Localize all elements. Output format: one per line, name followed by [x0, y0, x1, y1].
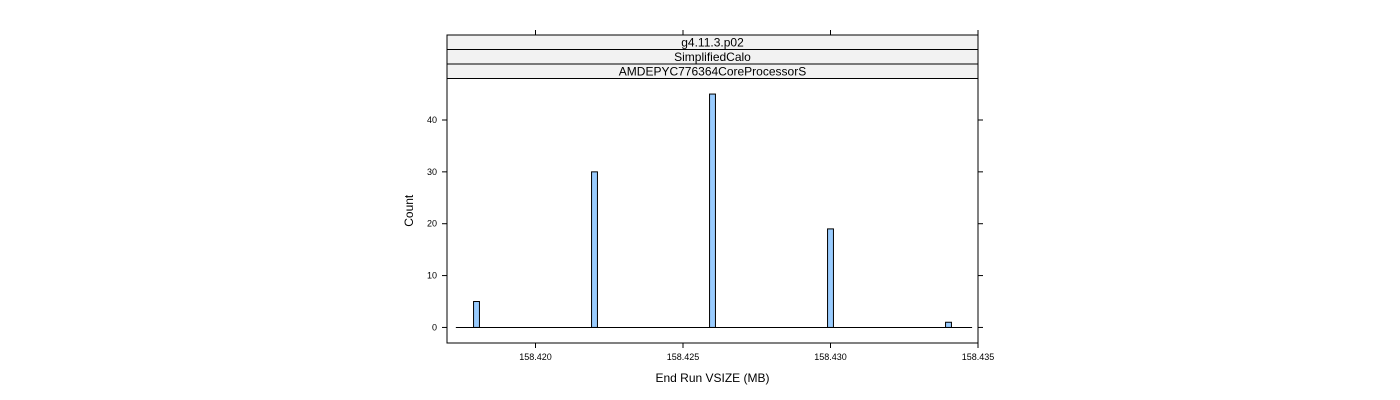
strip-headers: g4.11.3.p02SimplifiedCaloAMDEPYC776364Co…: [446, 34, 979, 79]
histogram-bar: [591, 171, 598, 328]
y-axis-title: Count: [402, 194, 416, 227]
y-axis: 0 10 20 30 40: [427, 115, 983, 332]
strip-header-label: g4.11.3.p02: [681, 36, 744, 50]
y-tick-label: 30: [427, 167, 437, 177]
strip-header-label: AMDEPYC776364CoreProcessorS: [619, 65, 806, 79]
histogram-bar: [709, 93, 716, 328]
x-tick-label: 158.425: [667, 352, 700, 362]
histogram-bar: [473, 301, 480, 328]
y-tick-label: 0: [432, 322, 437, 332]
x-tick-label: 158.420: [519, 352, 552, 362]
y-tick-label: 20: [427, 219, 437, 229]
y-tick-label: 40: [427, 115, 437, 125]
x-tick-label: 158.430: [814, 352, 847, 362]
histogram-bar: [827, 228, 834, 328]
x-tick-label: 158.435: [962, 352, 995, 362]
y-tick-label: 10: [427, 271, 437, 281]
x-axis-title: End Run VSIZE (MB): [655, 371, 769, 385]
outer-frame: [446, 34, 979, 344]
histogram-bars: [473, 93, 952, 328]
histogram-bar: [945, 321, 952, 328]
x-axis: 158.420 158.425 158.430 158.435: [519, 30, 994, 362]
strip-header-label: SimplifiedCalo: [674, 50, 751, 64]
